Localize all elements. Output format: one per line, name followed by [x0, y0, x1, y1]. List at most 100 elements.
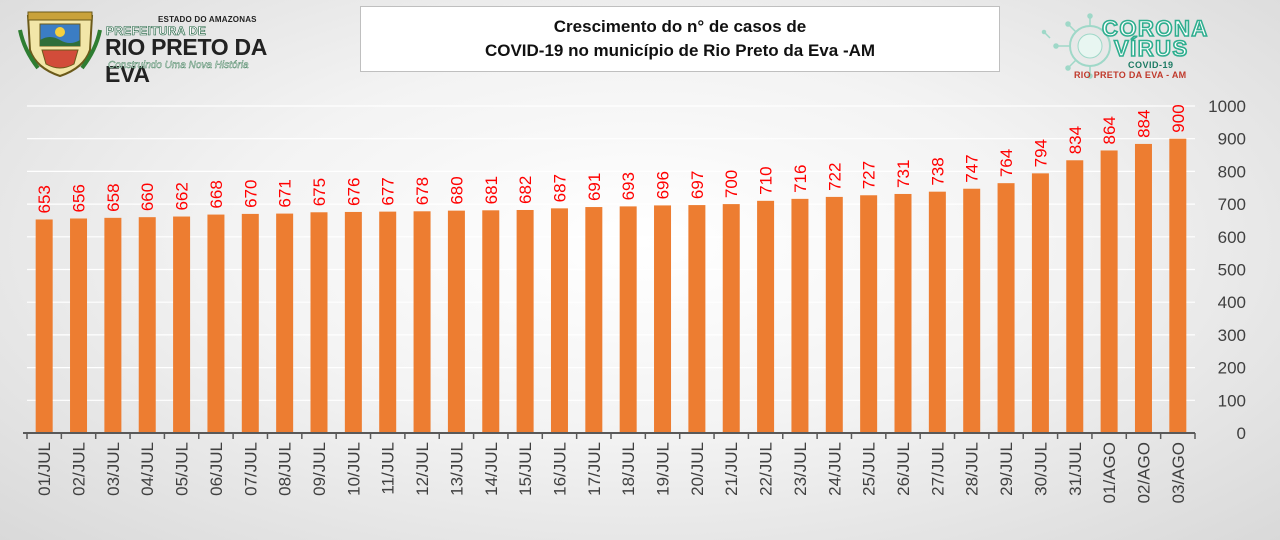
data-label: 834	[1066, 126, 1085, 154]
x-tick-label: 31/JUL	[1066, 442, 1085, 496]
x-tick-label: 02/JUL	[70, 442, 89, 496]
y-tick-label: 900	[1218, 130, 1246, 149]
bar	[1066, 160, 1084, 434]
x-tick-label: 01/AGO	[1100, 442, 1119, 503]
bar	[860, 195, 878, 433]
y-tick-label: 0	[1237, 424, 1246, 443]
badge-city-label: RIO PRETO DA EVA - AM	[1074, 70, 1187, 80]
y-tick-label: 600	[1218, 228, 1246, 247]
bar	[722, 204, 740, 433]
bar	[654, 205, 672, 433]
bar	[516, 209, 534, 433]
bar	[413, 211, 431, 433]
x-tick-label: 10/JUL	[344, 442, 363, 496]
bar	[70, 218, 88, 433]
municipal-seal-icon	[18, 11, 102, 78]
y-tick-label: 100	[1218, 391, 1246, 410]
data-label: 680	[447, 176, 466, 204]
data-label: 671	[276, 179, 295, 207]
bar	[104, 217, 122, 433]
badge-covid-label: COVID-19	[1128, 60, 1174, 70]
bar	[1100, 150, 1118, 434]
bar	[688, 205, 706, 433]
x-tick-label: 09/JUL	[310, 442, 329, 496]
bar	[138, 217, 156, 433]
x-tick-label: 19/JUL	[654, 442, 673, 496]
x-tick-label: 29/JUL	[997, 442, 1016, 496]
bar	[619, 206, 637, 433]
chart-title-line2: COVID-19 no município de Rio Preto da Ev…	[484, 41, 876, 60]
bar	[35, 219, 53, 433]
data-label: 668	[207, 180, 226, 208]
data-label: 697	[688, 171, 707, 199]
data-label: 682	[516, 176, 535, 204]
badge-word-virus: VÍRUS	[1113, 35, 1189, 62]
x-tick-label: 30/JUL	[1031, 442, 1050, 496]
data-label: 653	[35, 185, 54, 213]
x-tick-label: 03/AGO	[1169, 442, 1188, 503]
x-tick-label: 02/AGO	[1134, 442, 1153, 503]
badge-word-corona: CORONA	[1101, 15, 1209, 42]
x-tick-label: 07/JUL	[241, 442, 260, 496]
bar	[963, 188, 981, 433]
bar	[344, 211, 362, 433]
data-label: 658	[104, 183, 123, 211]
data-label: 693	[619, 172, 638, 200]
data-label: 727	[860, 161, 879, 189]
x-tick-label: 03/JUL	[104, 442, 123, 496]
x-tick-label: 05/JUL	[173, 442, 192, 496]
data-label: 764	[997, 149, 1016, 177]
bar	[1169, 138, 1187, 433]
x-tick-label: 25/JUL	[860, 442, 879, 496]
x-tick-label: 24/JUL	[825, 442, 844, 496]
chart-title-line1: Crescimento do n° de casos de	[553, 17, 807, 36]
bar	[447, 210, 465, 433]
city-name: RIO PRETO DA EVA	[105, 34, 267, 87]
chart-title-box: Crescimento do n° de casos de COVID-19 n…	[360, 6, 1000, 72]
data-label: 900	[1169, 104, 1188, 132]
data-label: 884	[1134, 110, 1153, 138]
y-tick-label: 300	[1218, 326, 1246, 345]
data-label: 675	[310, 178, 329, 206]
data-label: 696	[654, 171, 673, 199]
x-tick-label: 08/JUL	[276, 442, 295, 496]
x-tick-label: 20/JUL	[688, 442, 707, 496]
bar	[241, 213, 259, 433]
data-label: 670	[241, 180, 260, 208]
prefeitura-label: PREFEITURA DE	[106, 24, 207, 39]
x-tick-label: 26/JUL	[894, 442, 913, 496]
data-label: 660	[138, 183, 157, 211]
bar	[173, 216, 191, 433]
y-tick-label: 200	[1218, 359, 1246, 378]
bar	[928, 191, 946, 433]
y-tick-label: 700	[1218, 195, 1246, 214]
data-label: 677	[379, 177, 398, 205]
data-label: 656	[70, 184, 89, 212]
x-tick-label: 16/JUL	[550, 442, 569, 496]
bar	[482, 210, 500, 433]
x-tick-label: 04/JUL	[138, 442, 157, 496]
coronavirus-badge: CORONA VÍRUS COVID-19 RIO PRETO DA EVA -…	[1040, 12, 1270, 82]
data-label: 794	[1031, 139, 1050, 167]
x-tick-label: 22/JUL	[757, 442, 776, 496]
data-label: 710	[757, 166, 776, 194]
data-label: 716	[791, 164, 810, 192]
bar	[791, 198, 809, 433]
data-label: 864	[1100, 116, 1119, 144]
x-tick-label: 14/JUL	[482, 442, 501, 496]
x-tick-label: 23/JUL	[791, 442, 810, 496]
data-label: 747	[963, 154, 982, 182]
x-tick-label: 21/JUL	[722, 442, 741, 496]
bar	[997, 183, 1015, 433]
data-label: 700	[722, 170, 741, 198]
virus-icon	[1041, 13, 1111, 79]
data-label: 722	[825, 163, 844, 191]
y-tick-label: 800	[1218, 162, 1246, 181]
bar	[310, 212, 328, 433]
bar	[379, 211, 397, 433]
x-tick-label: 15/JUL	[516, 442, 535, 496]
prefeitura-logo: ESTADO DO AMAZONAS PREFEITURA DE RIO PRE…	[18, 10, 278, 87]
bar	[276, 213, 294, 433]
state-name: ESTADO DO AMAZONAS	[158, 15, 257, 24]
